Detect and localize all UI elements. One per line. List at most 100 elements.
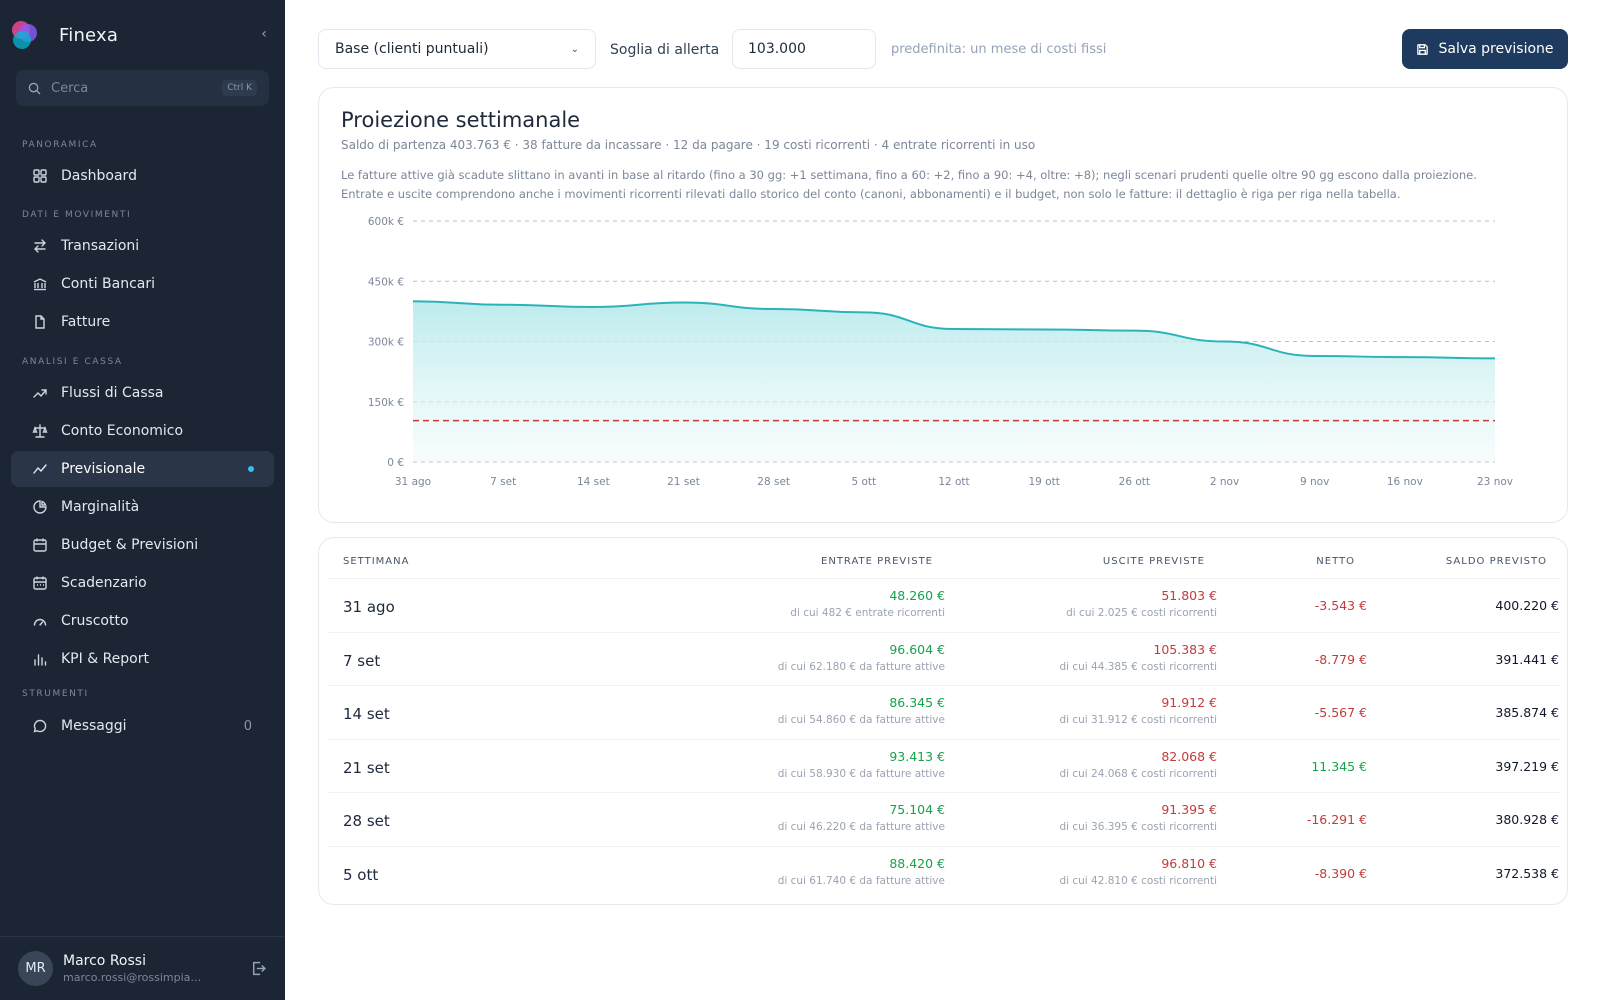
expenses-note: di cui 44.385 € costi ricorrenti [1059,660,1217,673]
chart-subtitle: Saldo di partenza 403.763 € · 38 fatture… [341,138,1036,152]
trending-up-icon [31,384,49,402]
grid-icon [31,167,49,185]
sidebar-item-conto-economico[interactable]: Conto Economico [11,413,274,449]
table-row[interactable]: 31 ago 48.260 € di cui 482 € entrate ricor… [329,578,1559,631]
sidebar-item-scadenzario[interactable]: Scadenzario [11,565,274,601]
expenses-cell: 105.383 € di cui 44.385 € costi ricorrent… [1059,642,1217,673]
active-indicator [248,466,254,472]
x-tick-label: 12 ott [938,476,969,488]
net-cell: -8.390 € [1314,865,1367,881]
pie-chart-icon [31,498,49,516]
section-tools: STRUMENTI [22,689,89,699]
week-cell: 5 ott [343,865,379,884]
income-cell: 93.413 € di cui 58.930 € da fatture attiv… [778,749,945,780]
th-week: SETTIMANA [343,556,410,567]
section-overview: PANORAMICA [22,140,98,150]
sidebar-item-budget[interactable]: Budget & Previsioni [11,527,274,563]
sidebar-item-label: Messaggi [61,718,127,734]
expenses-value: 96.810 € [1161,855,1217,871]
income-note: di cui 46.220 € da fatture attive [777,821,945,833]
income-value: 88.420 € [889,855,945,871]
expenses-value: 51.803 € [1161,588,1217,603]
bank-icon [31,275,49,293]
income-note: di cui 54.860 € da fatture attive [777,714,945,726]
sidebar-item-messaggi[interactable]: Messaggi 0 [11,708,274,744]
expenses-cell: 96.810 € di cui 42.810 € costi ricorrenti [1059,856,1217,887]
x-tick-label: 26 ott [1119,476,1150,488]
messages-count: 0 [243,718,252,734]
sidebar-item-previsionale[interactable]: Previsionale [11,451,274,487]
week-cell: 14 set [343,705,390,723]
y-tick-label: 300k € [368,337,404,349]
table-row[interactable]: 28 set 75.104 € di cui 46.220 € da fatture… [329,792,1559,845]
expenses-cell: 51.803 € di cui 2.025 € costi ricorrenti [1066,588,1217,619]
th-expenses: USCITE PREVISTE [1102,556,1205,567]
week-cell: 21 set [343,758,390,777]
sidebar-item-cruscotto[interactable]: Cruscotto [11,603,274,639]
sidebar-item-label: Budget & Previsioni [61,537,199,553]
sidebar-item-label: Conto Economico [61,423,184,439]
sidebar-item-label: Dashboard [61,168,137,184]
brand[interactable]: Finexa ‹ [10,8,275,62]
table-row[interactable]: 14 set 86.345 € di cui 54.860 € da fatture… [329,685,1559,738]
net-cell: -8.779 € [1314,651,1367,667]
table-row[interactable]: 21 set 93.413 € di cui 58.930 € da fatture… [329,738,1559,792]
sidebar-item-label: Cruscotto [61,613,129,629]
avatar: MR [18,951,53,986]
balance-cell: 400.220 € [1495,598,1559,613]
y-tick-label: 450k € [368,276,404,288]
section-data: DATI E MOVIMENTI [22,210,132,220]
net-cell: -16.291 € [1306,812,1367,827]
sidebar-item-transazioni[interactable]: Transazioni [11,228,274,264]
income-note: di cui 62.180 € da fatture attive [777,660,945,673]
sidebar-item-fatture[interactable]: Fatture [11,304,274,340]
th-income: ENTRATE PREVISTE [821,556,933,567]
net-cell: -3.543 € [1314,598,1367,613]
projection-area-chart: 0 € 150k € 300k € 450k € 600k € 31 ago 7 set 14… [368,216,1513,488]
scenario-select[interactable]: Base (clienti puntuali) ⌄ [318,29,596,69]
save-forecast-button[interactable]: Salva previsione [1402,29,1568,69]
file-icon [31,313,49,331]
week-cell: 31 ago [343,598,395,616]
logout-icon[interactable] [250,960,267,981]
user-profile[interactable]: MR Marco Rossi marco.rossi@rossimpianti.… [0,936,285,1000]
weekly-projection-card: Proiezione settimanale Saldo di partenza… [318,87,1568,523]
x-tick-label: 21 set [667,476,700,488]
collapse-sidebar-icon[interactable]: ‹ [261,26,267,42]
income-cell: 48.260 € di cui 482 € entrate ricorrenti [790,588,945,619]
sidebar-item-dashboard[interactable]: Dashboard [11,158,274,194]
net-cell: 11.345 € [1311,758,1367,774]
expenses-note: di cui 31.912 € costi ricorrenti [1059,714,1217,726]
income-note: di cui 482 € entrate ricorrenti [790,607,945,619]
threshold-input[interactable] [732,29,876,69]
sidebar-item-kpi[interactable]: KPI & Report [11,641,274,677]
finexa-logo-icon [10,18,40,52]
sidebar-item-conti[interactable]: Conti Bancari [11,266,274,302]
sidebar-item-label: Fatture [61,314,111,330]
th-balance: SALDO PREVISTO [1445,556,1547,567]
x-tick-label: 7 set [490,476,516,488]
table-row[interactable]: 5 ott 88.420 € di cui 61.740 € da fatture … [329,845,1559,899]
x-tick-label: 5 ott [851,476,876,488]
search-input[interactable] [51,80,211,96]
expenses-cell: 91.395 € di cui 36.395 € costi ricorrenti [1059,802,1217,833]
sidebar-search[interactable]: Ctrl K [16,70,269,106]
table-row[interactable]: 7 set 96.604 € di cui 62.180 € da fatture … [329,631,1559,685]
line-chart-icon [31,460,49,478]
balance-area [413,301,1495,462]
expenses-note: di cui 42.810 € costi ricorrenti [1059,874,1217,887]
brand-name: Finexa [59,24,119,46]
chart-description-line-1: Le fatture attive già scadute slittano i… [341,168,1477,182]
search-shortcut: Ctrl K [222,80,257,96]
balance-line [412,300,1496,360]
chart-description-line-2: Entrate e uscite comprendono anche i mov… [341,187,1401,201]
sidebar-item-marginalita[interactable]: Marginalità [11,489,274,525]
search-icon [28,82,41,94]
bar-chart-icon [31,650,49,668]
income-value: 75.104 € [889,802,945,817]
income-value: 93.413 € [889,748,945,764]
expenses-value: 91.912 € [1161,695,1217,710]
income-value: 48.260 € [889,588,945,603]
sidebar-item-flussi[interactable]: Flussi di Cassa [11,375,274,411]
message-circle-icon [31,717,49,735]
